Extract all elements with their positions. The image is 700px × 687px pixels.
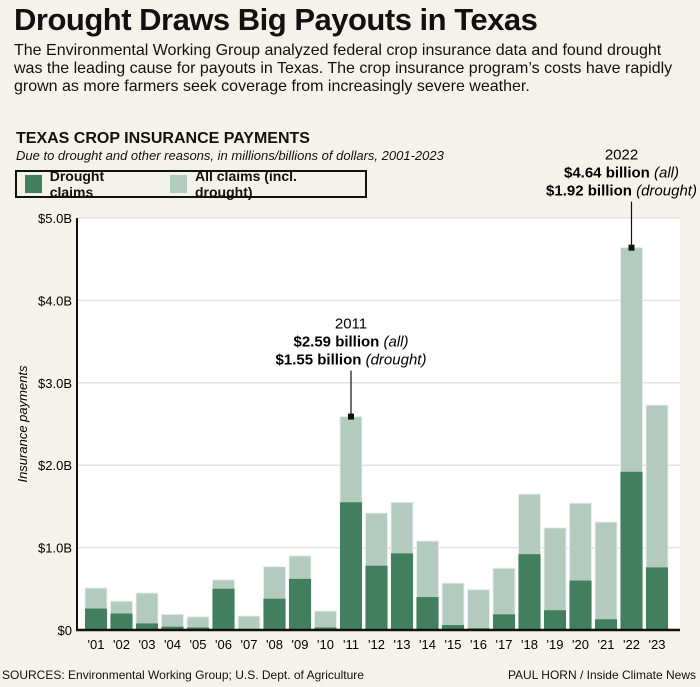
annotation-marker bbox=[628, 244, 635, 251]
bar-drought-claims bbox=[416, 597, 439, 630]
bar-all-claims bbox=[237, 615, 261, 631]
bar-all-claims bbox=[314, 610, 337, 631]
x-tick-label: '17 bbox=[496, 637, 513, 652]
bar-all-claims bbox=[594, 521, 618, 631]
bar-drought-claims bbox=[493, 614, 515, 630]
bar-drought-claims bbox=[263, 598, 286, 630]
bar-drought-claims bbox=[442, 625, 464, 630]
x-tick-label: '20 bbox=[572, 637, 589, 652]
x-tick-label: '19 bbox=[547, 637, 564, 652]
chart-title: TEXAS CROP INSURANCE PAYMENTS bbox=[16, 130, 310, 147]
bar-drought-claims bbox=[620, 471, 643, 630]
annotation-marker bbox=[348, 413, 354, 420]
x-tick-label: '22 bbox=[623, 637, 640, 652]
bar-drought-claims bbox=[110, 613, 133, 630]
x-tick-label: '21 bbox=[598, 637, 615, 652]
bar-drought-claims bbox=[289, 578, 311, 630]
x-tick-label: '08 bbox=[266, 637, 283, 652]
annotation-year: 2022 bbox=[605, 147, 638, 164]
x-tick-label: '12 bbox=[368, 637, 385, 652]
x-tick-label: '05 bbox=[190, 637, 207, 652]
x-tick-label: '04 bbox=[164, 637, 181, 652]
y-axis-label: Insurance payments bbox=[15, 365, 30, 483]
y-tick-label: $1.0B bbox=[38, 541, 72, 556]
x-tick-label: '02 bbox=[113, 637, 130, 652]
x-tick-label: '01 bbox=[88, 637, 105, 652]
chart-subtitle: Due to drought and other reasons, in mil… bbox=[16, 148, 444, 163]
annotation-year: 2011 bbox=[335, 316, 367, 333]
bar-drought-claims bbox=[391, 553, 413, 630]
x-tick-label: '15 bbox=[445, 637, 462, 652]
annotation-all: $2.59 billion (all) bbox=[293, 334, 408, 351]
headline: Drought Draws Big Payouts in Texas bbox=[14, 2, 538, 37]
bar-all-claims bbox=[467, 589, 490, 631]
bar-drought-claims bbox=[365, 565, 388, 630]
x-tick-label: '09 bbox=[292, 637, 309, 652]
x-tick-label: '11 bbox=[343, 637, 359, 652]
bar-drought-claims bbox=[544, 610, 566, 630]
legend-item-drought: Drought claims bbox=[17, 168, 144, 200]
bar-drought-claims bbox=[595, 619, 617, 630]
bar-drought-claims bbox=[85, 608, 107, 630]
legend: Drought claims All claims (incl. drought… bbox=[15, 168, 367, 200]
bar-drought-claims bbox=[340, 502, 362, 630]
bar-drought-claims bbox=[136, 623, 158, 630]
credit: PAUL HORN / Inside Climate News bbox=[507, 668, 696, 682]
legend-label: All claims (incl. drought) bbox=[194, 168, 297, 200]
legend-label: Drought claims bbox=[49, 168, 105, 200]
y-tick-label: $3.0B bbox=[38, 376, 72, 391]
y-tick-label: $4.0B bbox=[38, 293, 72, 308]
annotation-drought: $1.55 billion (drought) bbox=[276, 352, 427, 369]
bar-drought-claims bbox=[212, 588, 235, 630]
x-tick-label: '14 bbox=[419, 637, 436, 652]
x-tick-label: '07 bbox=[241, 637, 258, 652]
x-tick-label: '16 bbox=[470, 637, 487, 652]
bar-drought-claims bbox=[518, 554, 541, 630]
bar-drought-claims bbox=[569, 580, 592, 630]
y-tick-label: $5.0B bbox=[38, 211, 72, 226]
annotation-all: $4.64 billion (all) bbox=[564, 165, 679, 182]
y-tick-label: $2.0B bbox=[38, 458, 72, 473]
bar-all-claims bbox=[441, 582, 465, 631]
legend-item-all: All claims (incl. drought) bbox=[162, 168, 347, 200]
intro-text: The Environmental Working Group analyzed… bbox=[14, 42, 673, 95]
x-tick-label: '03 bbox=[139, 637, 156, 652]
bar-drought-claims bbox=[646, 567, 668, 630]
legend-swatch-drought bbox=[25, 175, 42, 193]
annotation-drought: $1.92 billion (drought) bbox=[546, 183, 697, 200]
x-tick-label: '06 bbox=[215, 637, 232, 652]
y-tick-label: $0 bbox=[58, 623, 72, 638]
x-tick-label: '18 bbox=[521, 637, 538, 652]
x-tick-label: '23 bbox=[649, 637, 666, 652]
x-tick-label: '10 bbox=[317, 637, 334, 652]
x-tick-label: '13 bbox=[394, 637, 411, 652]
bar-drought-claims bbox=[161, 626, 184, 630]
legend-swatch-all bbox=[170, 175, 187, 193]
sources: SOURCES: Environmental Working Group; U.… bbox=[2, 668, 364, 682]
